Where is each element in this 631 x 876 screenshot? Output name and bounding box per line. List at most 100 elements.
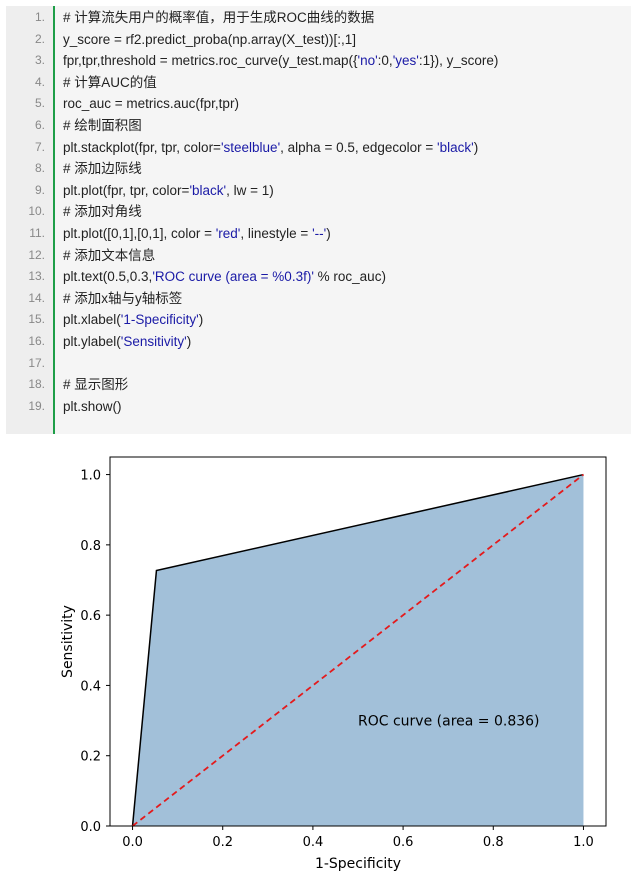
- line-code: plt.text(0.5,0.3,'ROC curve (area = %0.3…: [63, 266, 386, 288]
- code-token: plt.text(0.5,0.3,: [63, 269, 153, 285]
- line-number: 5.: [34, 96, 45, 111]
- code-token: # 添加文本信息: [63, 247, 156, 263]
- code-token: plt.xlabel(: [63, 312, 121, 328]
- code-line: 11. plt.plot([0,1],[0,1], color = 'red', …: [6, 223, 631, 245]
- line-code: # 添加x轴与y轴标签: [63, 288, 182, 310]
- code-line: 9. plt.plot(fpr, tpr, color='black', lw =…: [6, 180, 631, 202]
- y-axis-label: Sensitivity: [60, 605, 76, 678]
- line-code: # 添加边际线: [63, 158, 142, 180]
- code-line: 12. # 添加文本信息: [6, 245, 631, 267]
- code-token: ): [186, 334, 192, 349]
- roc-chart: 0.0 0.2 0.4 0.6 0.8 1.0 0.0 0.2 0.4 0.6 0.8 1.0 ROC…: [60, 456, 607, 872]
- y-tick-label: 0.8: [80, 539, 101, 554]
- code-token: roc_auc = metrics.auc(fpr,tpr): [63, 96, 239, 112]
- code-line: 3. fpr,tpr,threshold = metrics.roc_curve(…: [6, 50, 631, 72]
- x-tick-label: 0.8: [483, 835, 504, 850]
- line-number: 3.: [34, 53, 45, 68]
- line-code: # 添加对角线: [63, 201, 142, 223]
- code-token: plt.stackplot(fpr, tpr, color=: [63, 139, 221, 155]
- code-token: plt.show(): [63, 398, 122, 414]
- code-token: :0,: [377, 53, 393, 69]
- line-code: plt.show(): [63, 396, 122, 418]
- roc-curve-line: [131, 473, 584, 827]
- line-code: # 显示图形: [63, 374, 128, 396]
- line-number: 8.: [34, 161, 45, 176]
- line-number: 19.: [28, 398, 45, 413]
- code-line: 16. plt.ylabel('Sensitivity'): [6, 331, 631, 353]
- y-tick-label: 0.2: [80, 750, 101, 765]
- code-line: 19. plt.show(): [6, 396, 631, 418]
- x-tick-label: 1.0: [573, 835, 594, 850]
- line-code: fpr,tpr,threshold = metrics.roc_curve(y_…: [63, 50, 498, 72]
- code-line: 13. plt.text(0.5,0.3,'ROC curve (area = %…: [6, 266, 631, 288]
- code-token: # 添加边际线: [63, 161, 142, 177]
- code-line: 1. # 计算流失用户的概率值，用于生成ROC曲线的数据: [6, 7, 631, 29]
- string-token: 'black': [189, 182, 227, 198]
- line-code: plt.xlabel('1-Specificity'): [63, 309, 203, 331]
- plot-frame: [109, 456, 607, 827]
- code-line: 4. # 计算AUC的值: [6, 72, 631, 94]
- line-number: 16.: [28, 334, 45, 348]
- y-tick-label: 1.0: [80, 469, 101, 484]
- code-token: ): [198, 312, 204, 328]
- line-number: 6.: [34, 118, 45, 132]
- line-code: # 绘制面积图: [63, 115, 142, 137]
- x-tick-label: 0.4: [303, 835, 324, 850]
- line-code: y_score = rf2.predict_proba(np.array(X_t…: [63, 29, 356, 51]
- code-token: # 绘制面积图: [63, 118, 142, 133]
- y-tick-label: 0.4: [80, 679, 101, 694]
- code-token: , alpha = 0.5, edgecolor =: [280, 139, 438, 155]
- string-token: 'steelblue': [220, 139, 281, 155]
- code-line: 7. plt.stackplot(fpr, tpr, color='steelbl…: [6, 137, 631, 159]
- string-token: '1-Specificity': [120, 312, 199, 328]
- line-code: plt.plot([0,1],[0,1], color = 'red', lin…: [63, 223, 331, 245]
- code-token: , lw = 1): [226, 182, 274, 198]
- code-token: fpr,tpr,threshold = metrics.roc_curve(y_…: [63, 53, 358, 69]
- line-code: plt.stackplot(fpr, tpr, color='steelblue…: [63, 137, 478, 159]
- line-code: plt.ylabel('Sensitivity'): [63, 331, 191, 353]
- code-block: 1. # 计算流失用户的概率值，用于生成ROC曲线的数据 2. y_score = r…: [6, 6, 631, 434]
- string-token: 'yes': [392, 53, 419, 69]
- line-number: 7.: [34, 139, 45, 154]
- code-line: 8. # 添加边际线: [6, 158, 631, 180]
- line-code: # 计算AUC的值: [63, 72, 157, 94]
- line-code: plt.plot(fpr, tpr, color='black', lw = 1…: [63, 180, 274, 202]
- line-code: roc_auc = metrics.auc(fpr,tpr): [63, 93, 239, 115]
- code-line: 5. roc_auc = metrics.auc(fpr,tpr): [6, 93, 631, 115]
- line-number: 14.: [28, 290, 45, 305]
- line-number: 18.: [28, 377, 45, 392]
- x-tick-label: 0.2: [212, 835, 233, 850]
- code-token: # 计算流失用户的概率值，用于生成ROC曲线的数据: [63, 10, 375, 25]
- y-tick-label: 0.0: [80, 820, 101, 835]
- code-token: :1}), y_score): [418, 53, 499, 69]
- line-number: 11.: [29, 226, 45, 240]
- code-token: plt.ylabel(: [63, 334, 121, 349]
- line-number: 4.: [34, 74, 45, 89]
- code-line: 15. plt.xlabel('1-Specificity'): [6, 309, 631, 331]
- x-tick-label: 0.0: [122, 835, 143, 850]
- code-token: plt.plot(fpr, tpr, color=: [63, 182, 190, 198]
- code-line: 10. # 添加对角线: [6, 201, 631, 223]
- chart-annotation: ROC curve (area = 0.836): [358, 714, 540, 730]
- x-tick-label: 0.6: [393, 835, 414, 850]
- line-number: 17.: [28, 355, 45, 370]
- string-token: 'black': [437, 139, 474, 155]
- line-number-gutter: [6, 6, 55, 434]
- code-token: , linestyle =: [240, 226, 313, 241]
- code-token: ): [326, 226, 331, 241]
- line-number: 2.: [34, 31, 45, 46]
- code-token: y_score = rf2.predict_proba(np.array(X_t…: [63, 31, 357, 47]
- line-number: 15.: [28, 312, 45, 327]
- line-number: 13.: [28, 269, 45, 284]
- code-line: 17.: [6, 353, 631, 375]
- y-tick-label: 0.6: [80, 609, 101, 624]
- code-token: # 添加x轴与y轴标签: [63, 290, 183, 306]
- string-token: 'red': [215, 226, 241, 241]
- line-code: # 添加文本信息: [63, 245, 155, 267]
- code-line: 18. # 显示图形: [6, 374, 631, 396]
- code-line: 2. y_score = rf2.predict_proba(np.array(X…: [6, 29, 631, 51]
- x-axis-label: 1-Specificity: [315, 856, 401, 872]
- line-code: # 计算流失用户的概率值，用于生成ROC曲线的数据: [63, 7, 374, 29]
- code-token: % roc_auc): [313, 269, 386, 285]
- code-token: ): [473, 139, 479, 155]
